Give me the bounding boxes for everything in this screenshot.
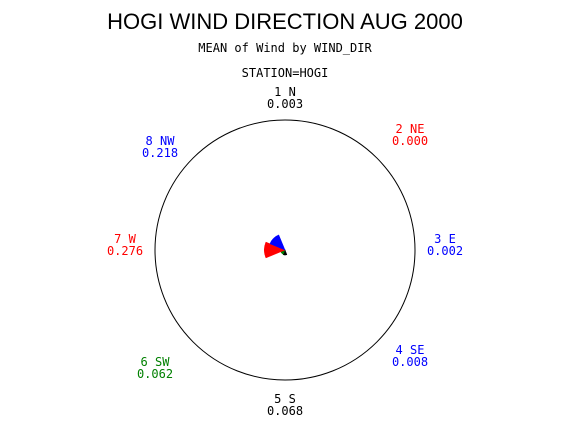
value-label: 0.002	[427, 244, 463, 258]
value-label: 0.003	[267, 97, 303, 111]
category-label: 4 SE	[396, 343, 425, 357]
category-label: 1 N	[274, 85, 296, 99]
category-label: 8 NW	[146, 134, 176, 148]
chart-title: HOGI WIND DIRECTION AUG 2000	[107, 9, 463, 34]
category-label: 5 S	[274, 392, 296, 406]
chart-subtitle: MEAN of Wind by WIND_DIR	[198, 41, 372, 55]
category-label: 2 NE	[396, 122, 425, 136]
value-label: 0.218	[142, 146, 178, 160]
wedge	[282, 249, 288, 256]
wedge	[264, 241, 286, 259]
outer-circle	[154, 119, 416, 381]
value-label: 0.276	[107, 244, 143, 258]
category-label: 6 SW	[141, 355, 171, 369]
value-label: 0.062	[137, 367, 173, 381]
value-label: 0.008	[392, 355, 428, 369]
value-label: 0.068	[267, 404, 303, 418]
category-label: 7 W	[114, 232, 136, 246]
wedge	[269, 234, 286, 251]
station-label: STATION=HOGI	[242, 66, 329, 80]
category-label: 3 E	[434, 232, 456, 246]
value-label: 0.000	[392, 134, 428, 148]
